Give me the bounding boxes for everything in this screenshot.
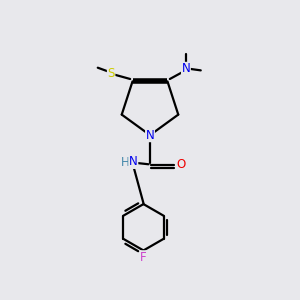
Text: N: N <box>129 155 138 168</box>
Text: S: S <box>107 67 115 80</box>
Text: F: F <box>140 251 147 264</box>
Text: N: N <box>146 129 154 142</box>
Text: O: O <box>176 158 185 171</box>
Text: N: N <box>182 62 190 75</box>
Text: H: H <box>121 156 130 169</box>
